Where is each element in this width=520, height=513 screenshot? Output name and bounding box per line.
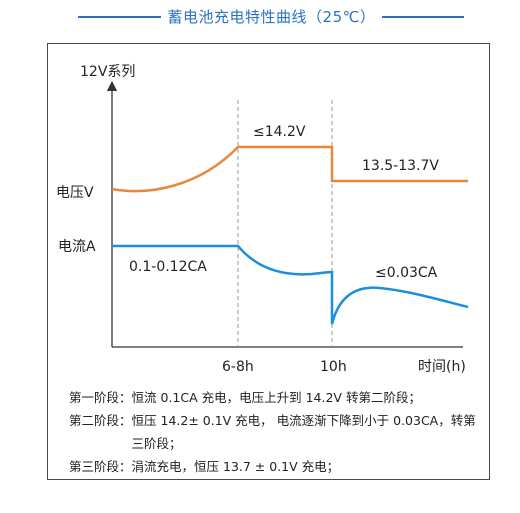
stage-note-3-body: 涓流充电，恒压 13.7 ± 0.1V 充电； bbox=[131, 459, 340, 474]
y-axis-label: 12V系列 bbox=[80, 64, 135, 80]
voltage-annotation-float: 13.5-13.7V bbox=[362, 158, 439, 174]
stage-note-2-body: 恒压 14.2± 0.1V 充电， 电流逐渐下降到小于 0.03CA，转第三阶段… bbox=[131, 413, 476, 451]
title-rule-right bbox=[382, 16, 464, 18]
current-series-label: 电流A bbox=[58, 239, 96, 255]
stage-note-2-head: 第二阶段： bbox=[69, 413, 132, 428]
x-tick-10h: 10h bbox=[320, 359, 347, 375]
voltage-series-label: 电压V bbox=[56, 185, 94, 201]
title-row: 蓄电池充电特性曲线（25℃） bbox=[0, 4, 520, 28]
title-rule-left bbox=[78, 16, 161, 18]
x-tick-6-8h: 6-8h bbox=[222, 359, 254, 375]
current-annotation-initial: 0.1-0.12CA bbox=[129, 259, 207, 275]
stage-note-3-head: 第三阶段： bbox=[69, 459, 132, 474]
current-annotation-final: ≤0.03CA bbox=[375, 265, 438, 281]
stage-note-1-body: 恒流 0.1CA 充电，电压上升到 14.2V 转第二阶段； bbox=[131, 390, 421, 405]
current-curve bbox=[112, 244, 469, 325]
stage-note-3: 第三阶段： 涓流充电，恒压 13.7 ± 0.1V 充电； bbox=[69, 455, 484, 478]
stage-note-1-head: 第一阶段： bbox=[69, 390, 132, 405]
voltage-annotation-max: ≤14.2V bbox=[253, 124, 306, 140]
voltage-curve bbox=[111, 145, 468, 193]
chart-frame bbox=[47, 43, 490, 480]
stage-note-1: 第一阶段： 恒流 0.1CA 充电，电压上升到 14.2V 转第二阶段； bbox=[69, 386, 484, 409]
stage-notes: 第一阶段： 恒流 0.1CA 充电，电压上升到 14.2V 转第二阶段； 第二阶… bbox=[69, 386, 484, 478]
x-axis-label: 时间(h) bbox=[418, 359, 466, 375]
chart-title: 蓄电池充电特性曲线（25℃） bbox=[167, 8, 376, 26]
stage-note-2: 第二阶段： 恒压 14.2± 0.1V 充电， 电流逐渐下降到小于 0.03CA… bbox=[69, 409, 484, 455]
